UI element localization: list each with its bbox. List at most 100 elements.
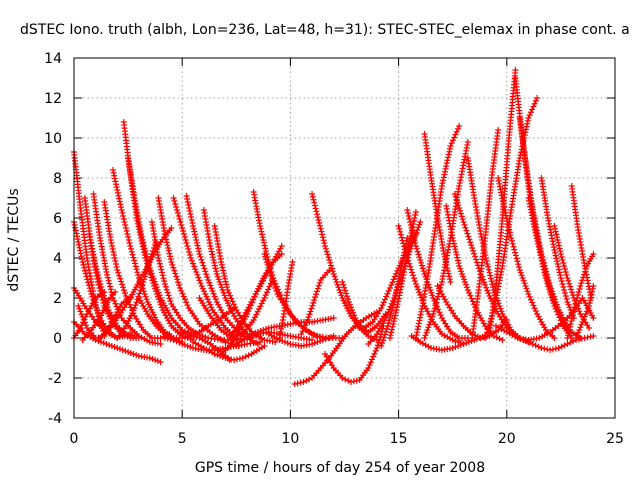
data-point <box>80 261 87 268</box>
data-point <box>384 323 391 329</box>
series-arc <box>183 193 261 347</box>
data-point <box>442 165 449 172</box>
data-point <box>261 242 268 249</box>
data-point <box>432 302 439 309</box>
data-point <box>556 269 563 276</box>
data-point <box>410 234 417 240</box>
data-point <box>408 266 415 273</box>
data-point <box>201 265 208 272</box>
data-point <box>392 312 399 319</box>
data-point <box>555 242 562 249</box>
series-arc <box>309 191 380 343</box>
data-point <box>142 248 149 254</box>
data-point <box>452 131 459 138</box>
data-point <box>389 323 396 330</box>
data-point <box>479 334 486 340</box>
data-point <box>325 335 332 341</box>
data-point <box>164 242 171 249</box>
data-point <box>119 210 126 216</box>
data-point <box>564 335 571 341</box>
data-point <box>261 251 268 257</box>
data-point <box>452 193 459 200</box>
data-point <box>558 278 565 284</box>
data-point <box>138 231 145 237</box>
data-point <box>99 287 106 293</box>
data-point <box>114 345 121 351</box>
series-arc <box>521 333 597 353</box>
data-point <box>183 193 190 199</box>
data-point <box>214 273 221 280</box>
data-point <box>463 284 470 291</box>
data-point <box>513 255 520 262</box>
data-point <box>330 315 337 321</box>
data-point <box>572 301 579 307</box>
data-point <box>558 254 565 260</box>
data-point <box>179 290 186 297</box>
data-point <box>412 240 419 246</box>
data-point <box>199 285 206 292</box>
data-point <box>253 311 260 318</box>
data-point <box>345 299 352 305</box>
data-point <box>122 225 129 231</box>
data-point <box>380 299 387 306</box>
y-tick-label: 6 <box>53 211 62 227</box>
data-point <box>132 263 139 270</box>
data-point <box>509 240 516 247</box>
data-point <box>476 335 483 341</box>
data-point <box>543 273 550 279</box>
data-point <box>127 350 134 356</box>
data-point <box>584 305 591 312</box>
data-point <box>311 199 318 206</box>
series-arc <box>291 309 380 387</box>
data-point <box>223 281 230 288</box>
data-point <box>113 184 120 191</box>
data-point <box>122 222 129 228</box>
data-point <box>176 216 183 222</box>
data-point <box>440 177 447 184</box>
data-point <box>108 240 115 246</box>
data-point <box>104 304 111 311</box>
data-point <box>103 301 110 308</box>
series-arc <box>190 339 268 363</box>
data-point <box>586 303 593 309</box>
data-point <box>552 225 559 232</box>
data-point <box>455 260 462 267</box>
data-point <box>117 275 124 282</box>
series-arc <box>492 295 597 343</box>
data-point <box>450 240 457 247</box>
data-point <box>413 245 420 252</box>
data-point <box>454 257 461 264</box>
data-point <box>161 231 168 237</box>
data-point <box>422 332 429 339</box>
data-point <box>200 262 207 269</box>
data-point <box>550 296 557 303</box>
data-point <box>106 280 113 287</box>
data-point <box>441 251 448 257</box>
data-point <box>412 212 419 218</box>
data-point <box>316 222 323 229</box>
data-point <box>387 332 394 339</box>
data-point <box>512 249 519 256</box>
data-point <box>189 220 196 226</box>
data-point <box>483 255 490 261</box>
data-point <box>188 217 195 223</box>
data-point <box>462 224 469 231</box>
data-point <box>535 243 542 250</box>
data-point <box>444 157 451 164</box>
data-point <box>524 288 531 295</box>
data-point <box>450 137 457 144</box>
data-point <box>207 243 214 249</box>
data-point <box>110 169 117 176</box>
data-point <box>159 272 166 279</box>
data-point <box>479 237 486 243</box>
data-point <box>433 299 440 306</box>
data-point <box>121 290 128 297</box>
data-point <box>555 263 562 270</box>
data-point <box>76 244 83 251</box>
data-point <box>589 288 596 295</box>
data-point <box>504 221 511 227</box>
data-point <box>379 340 386 347</box>
data-point <box>568 286 575 293</box>
data-point <box>405 213 412 219</box>
data-point <box>316 279 323 286</box>
